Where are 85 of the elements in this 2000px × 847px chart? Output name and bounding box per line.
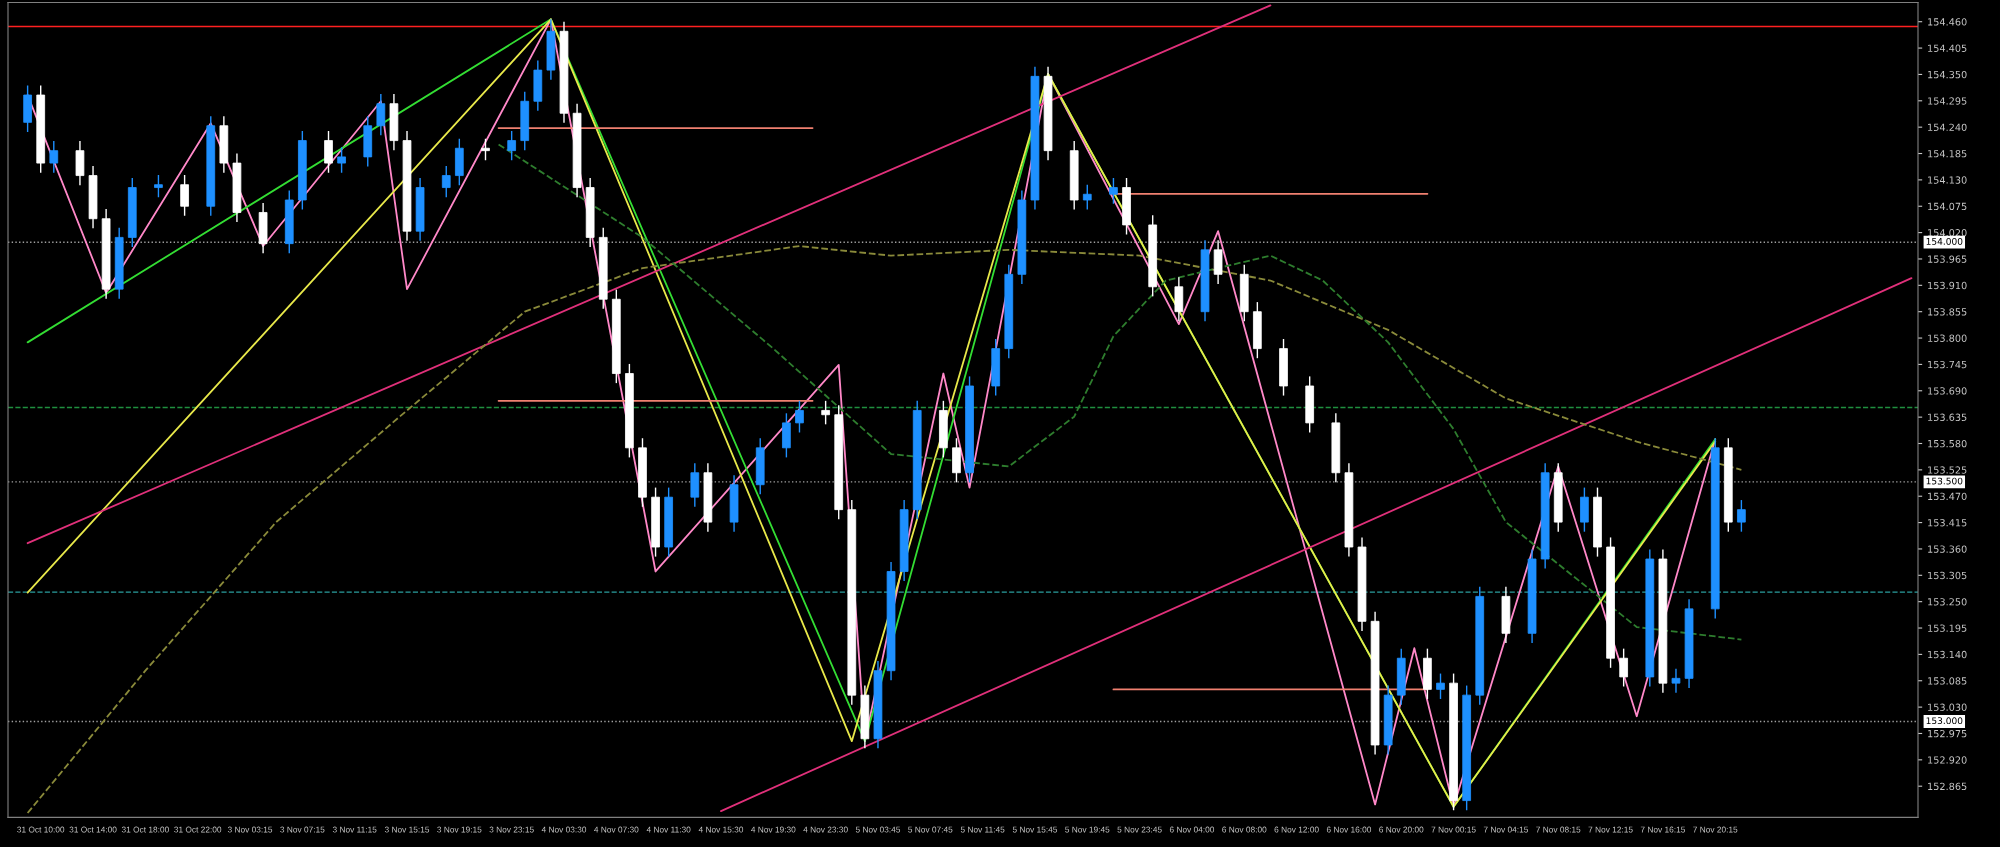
- y-tick-label: 152.865: [1928, 782, 1967, 791]
- x-tick-label: 4 Nov 15:30: [698, 826, 744, 833]
- candlestick: [180, 174, 189, 217]
- y-tick-label: 153.415: [1928, 519, 1967, 527]
- x-tick-label: 31 Oct 10:00: [17, 826, 65, 833]
- candlestick: [1737, 499, 1746, 533]
- candlestick: [337, 146, 346, 174]
- x-tick-label: 31 Oct 14:00: [69, 826, 117, 833]
- x-tick-label: 7 Nov 20:15: [1693, 826, 1738, 833]
- x-tick-label: 7 Nov 04:15: [1483, 826, 1529, 833]
- x-tick-label: 6 Nov 08:00: [1222, 826, 1267, 833]
- x-tick-label: 4 Nov 07:30: [594, 826, 639, 833]
- x-tick-label: 5 Nov 19:45: [1065, 826, 1110, 833]
- y-tick-label: 153.855: [1928, 308, 1967, 316]
- y-tick-label: 154.405: [1928, 44, 1967, 52]
- ref-line-label: 153.000: [1926, 717, 1963, 725]
- x-tick-label: 7 Nov 12:15: [1588, 826, 1633, 833]
- x-tick-label: 7 Nov 00:15: [1431, 826, 1476, 833]
- x-tick-label: 3 Nov 11:15: [332, 826, 377, 833]
- y-tick-label: 153.635: [1928, 413, 1967, 421]
- y-tick-label: 153.250: [1928, 598, 1967, 606]
- y-tick-label: 153.195: [1928, 624, 1967, 632]
- x-tick-label: 4 Nov 11:30: [646, 826, 691, 833]
- ref-line-label: 154.000: [1926, 237, 1963, 245]
- ref-line-label: 153.500: [1926, 477, 1963, 485]
- x-tick-label: 4 Nov 19:30: [751, 826, 796, 833]
- y-tick-label: 154.350: [1928, 70, 1967, 79]
- candlestick: [154, 174, 163, 198]
- y-tick-label: 153.085: [1928, 677, 1967, 685]
- y-tick-label: 152.920: [1928, 756, 1967, 764]
- y-tick-label: 154.185: [1928, 150, 1967, 158]
- x-tick-label: 31 Oct 18:00: [121, 826, 169, 833]
- x-tick-label: 3 Nov 03:15: [227, 826, 273, 833]
- y-tick-label: 154.295: [1928, 97, 1967, 105]
- line-series: [26, 245, 1743, 814]
- candlestick: [1082, 183, 1092, 211]
- candlestick: [821, 400, 830, 426]
- x-tick-label: 3 Nov 15:15: [384, 826, 430, 833]
- x-tick-label: 3 Nov 07:15: [280, 826, 325, 833]
- x-tick-label: 6 Nov 20:00: [1379, 826, 1424, 833]
- x-tick-label: 5 Nov 23:45: [1117, 826, 1162, 833]
- y-tick-label: 153.030: [1928, 703, 1967, 711]
- candlestick: [507, 130, 517, 161]
- candlestick: [324, 130, 333, 174]
- y-tick-label: 154.020: [1928, 229, 1967, 237]
- x-tick-label: 5 Nov 07:45: [908, 826, 953, 833]
- candlestick: [1619, 647, 1628, 688]
- y-tick-label: 153.360: [1928, 545, 1967, 553]
- x-tick-label: 4 Nov 23:30: [803, 826, 848, 833]
- x-tick-label: 31 Oct 22:00: [174, 826, 222, 833]
- y-tick-label: 153.745: [1928, 360, 1967, 369]
- y-tick-label: 154.075: [1928, 202, 1967, 211]
- y-tick-label: 153.470: [1928, 492, 1967, 501]
- candlestick: [481, 137, 490, 161]
- y-tick-label: 153.525: [1928, 466, 1967, 474]
- x-tick-label: 3 Nov 19:15: [437, 826, 482, 833]
- y-tick-label: 153.965: [1928, 255, 1967, 263]
- candlestick: [1671, 668, 1681, 694]
- y-tick-label: 154.460: [1928, 18, 1967, 26]
- x-tick-label: 5 Nov 11:45: [960, 826, 1005, 833]
- line-series: [497, 143, 1743, 641]
- y-tick-label: 153.580: [1928, 439, 1967, 448]
- x-tick-label: 6 Nov 16:00: [1326, 826, 1372, 833]
- x-tick-label: 7 Nov 16:15: [1640, 826, 1686, 833]
- y-tick-label: 153.910: [1928, 281, 1967, 290]
- x-tick-label: 6 Nov 12:00: [1274, 826, 1319, 833]
- y-tick-label: 153.305: [1928, 571, 1967, 580]
- y-tick-label: 153.140: [1928, 650, 1967, 659]
- y-tick-label: 154.130: [1928, 176, 1967, 184]
- candlestick: [1109, 177, 1118, 205]
- y-tick-label: 152.975: [1928, 729, 1967, 738]
- candlestick: [441, 165, 451, 198]
- x-tick-label: 5 Nov 15:45: [1012, 826, 1058, 833]
- y-tick-label: 153.690: [1928, 387, 1967, 395]
- candlestick: [1436, 672, 1445, 700]
- x-tick-label: 3 Nov 23:15: [489, 826, 534, 833]
- x-tick-label: 4 Nov 03:30: [541, 826, 587, 833]
- x-tick-label: 5 Nov 03:45: [855, 826, 901, 833]
- x-tick-label: 6 Nov 04:00: [1169, 826, 1215, 833]
- candlestick: [49, 140, 59, 174]
- candlestick: [795, 400, 804, 434]
- candlestick: [376, 93, 386, 137]
- x-tick-label: 7 Nov 08:15: [1536, 826, 1581, 833]
- y-tick-label: 154.240: [1928, 123, 1967, 131]
- y-tick-label: 153.800: [1928, 334, 1967, 342]
